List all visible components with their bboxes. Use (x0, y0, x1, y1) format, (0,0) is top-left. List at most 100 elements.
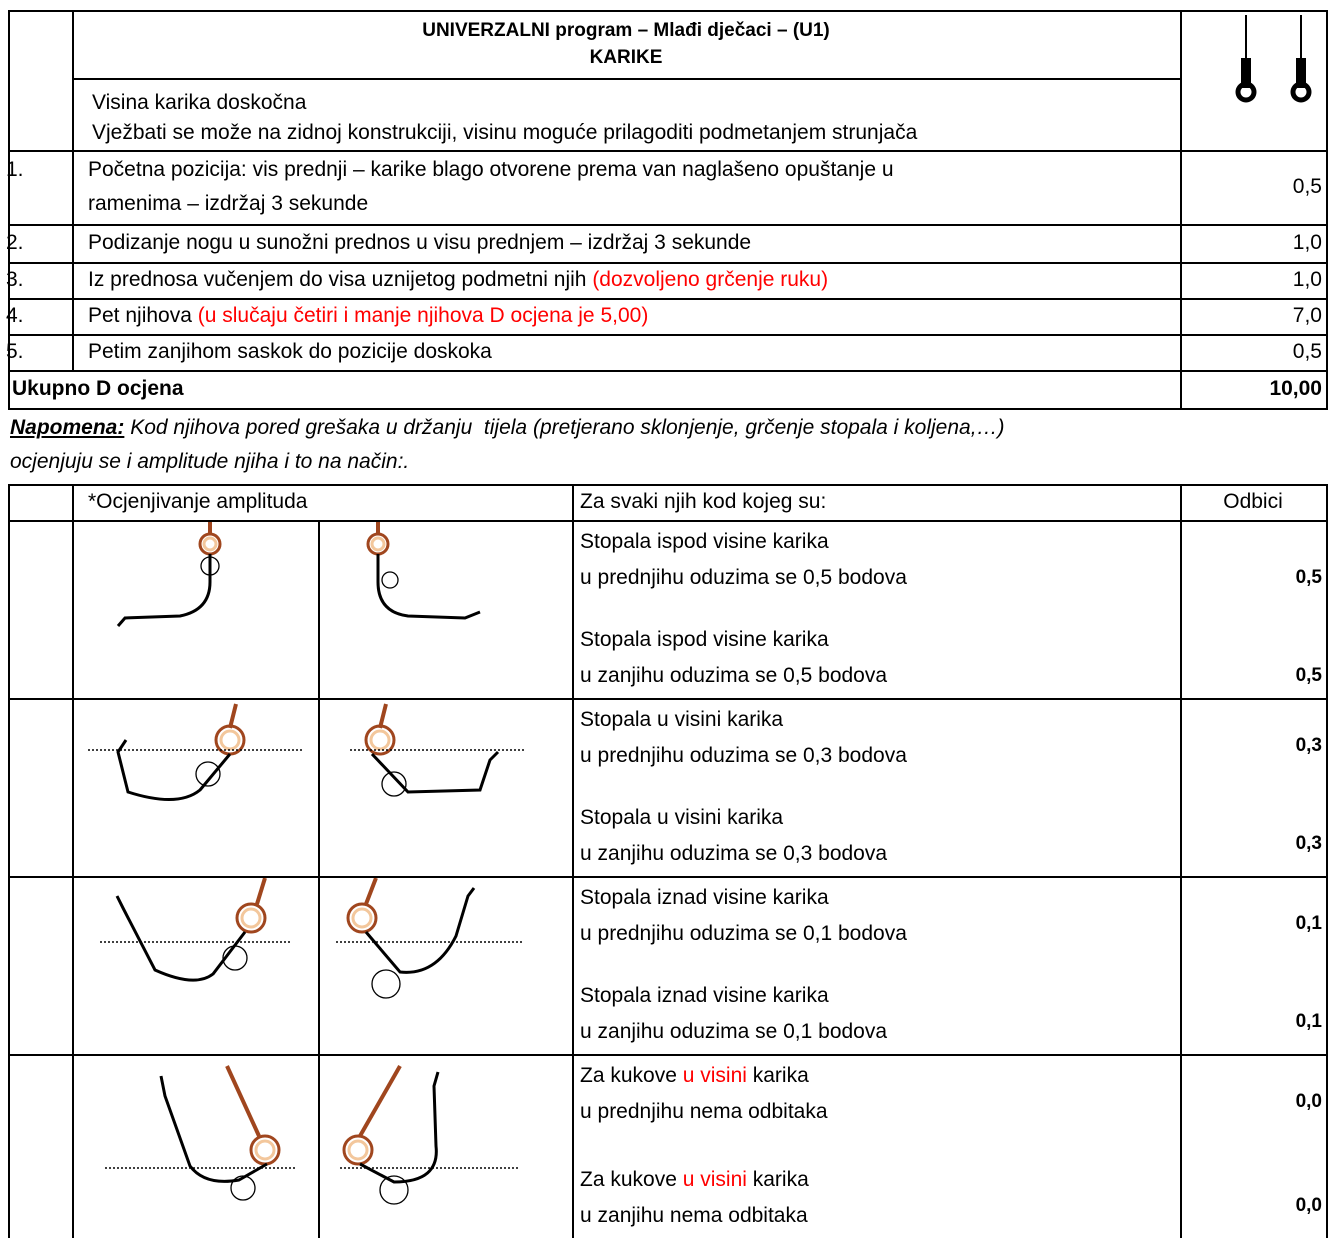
text-line: Pet njihova (u slučaju četiri i manje nj… (88, 301, 648, 331)
element-value: 0,5 (1292, 340, 1322, 363)
sketch (366, 522, 481, 620)
text-segment: u zanjihu oduzima se 0,5 bodova (580, 664, 888, 687)
element-value: 0,5 (1292, 175, 1322, 198)
text-line: u prednjihu nema odbitaka (580, 1097, 828, 1127)
text-line: u prednjihu oduzima se 0,1 bodova (580, 919, 907, 949)
text-segment: u zanjihu oduzima se 0,3 bodova (580, 842, 888, 865)
text-line: Za kukove u visini karika (580, 1165, 809, 1195)
text-segment: karika (746, 1168, 809, 1191)
text-line: u prednjihu oduzima se 0,3 bodova (580, 741, 907, 771)
text-segment: Pet njihova (88, 304, 198, 327)
element-number: 5. (6, 340, 24, 363)
sketch (105, 1065, 295, 1201)
title: UNIVERZALNI program – Mlađi dječaci – (U… (422, 20, 830, 41)
intro-line: Visina karika doskočna (92, 91, 307, 114)
text-segment: Stopala u visini karika (580, 806, 784, 829)
text-segment: u prednjihu oduzima se 0,5 bodova (580, 566, 907, 589)
deduction-value: 0,0 (1295, 1091, 1322, 1112)
note-text: Kod njihova pored grešaka u držanju tije… (124, 416, 1005, 439)
border (8, 876, 1328, 878)
element-number: 2. (6, 231, 24, 254)
border (72, 78, 1180, 80)
text-line: u zanjihu nema odbitaka (580, 1201, 808, 1231)
deduction-value: 0,1 (1295, 1011, 1322, 1032)
deduction-value: 0,3 (1295, 735, 1322, 756)
border (8, 484, 10, 1238)
text-line: u prednjihu oduzima se 0,5 bodova (580, 563, 907, 593)
element-value: 1,0 (1292, 268, 1322, 291)
sketch (88, 703, 303, 802)
deduction-value: 0,5 (1295, 665, 1322, 686)
total-value: 10,00 (1269, 377, 1322, 400)
border (318, 520, 320, 1238)
column-header: Odbici (1223, 490, 1283, 513)
text-line: Za kukove u visini karika (580, 1061, 809, 1091)
text-line: Stopala iznad visine karika (580, 883, 829, 913)
border (8, 150, 1328, 152)
border (8, 224, 1328, 226)
text-segment: u visini (682, 1168, 747, 1191)
sketch (336, 877, 522, 999)
text-line: ramenima – izdržaj 3 sekunde (88, 189, 368, 219)
border (8, 334, 1328, 336)
text-segment: Podizanje nogu u sunožni prednos u visu … (88, 231, 752, 254)
text-line: u zanjihu oduzima se 0,1 bodova (580, 1017, 887, 1047)
text-segment: u prednjihu oduzima se 0,1 bodova (580, 922, 907, 945)
sketch (350, 703, 525, 797)
column-header: Za svaki njih kod kojeg su: (580, 490, 827, 513)
border (8, 10, 1328, 12)
text-segment: karika (746, 1064, 809, 1087)
border (1180, 10, 1182, 408)
border (8, 1054, 1328, 1056)
text-segment: u prednjihu nema odbitaka (580, 1100, 828, 1123)
border (72, 484, 74, 1238)
intro-line: Vježbati se može na zidnoj konstrukciji,… (92, 121, 918, 144)
subtitle: KARIKE (589, 47, 663, 68)
text-line: Početna pozicija: vis prednji – karike b… (88, 155, 894, 185)
note-line: ocjenjuju se i amplitude njiha i to na n… (10, 450, 410, 473)
element-value: 1,0 (1292, 231, 1322, 254)
text-line: Iz prednosa vučenjem do visa uznijetog p… (88, 265, 828, 295)
sketch (116, 522, 222, 627)
text-segment: Petim zanjihom saskok do pozicije doskok… (88, 340, 492, 363)
element-number: 3. (6, 268, 24, 291)
text-line: u zanjihu oduzima se 0,5 bodova (580, 661, 887, 691)
note-line: Napomena: Kod njihova pored grešaka u dr… (10, 413, 1005, 443)
border (1326, 484, 1328, 1238)
text-line: Stopala iznad visine karika (580, 981, 829, 1011)
border (8, 10, 10, 370)
deduction-value: 0,5 (1295, 567, 1322, 588)
text-line: Podizanje nogu u sunožni prednos u visu … (88, 228, 751, 258)
text-segment: Stopala ispod visine karika (580, 628, 829, 651)
border (8, 370, 10, 408)
text-segment: Stopala iznad visine karika (580, 886, 829, 909)
text-segment: Za kukove (580, 1064, 683, 1087)
total-label: Ukupno D ocjena (12, 377, 184, 400)
text-segment: (dozvoljeno grčenje ruku) (592, 268, 829, 291)
text-segment: Stopala ispod visine karika (580, 530, 829, 553)
text-segment: ramenima – izdržaj 3 sekunde (88, 192, 369, 215)
border (8, 698, 1328, 700)
deduction-value: 0,3 (1295, 833, 1322, 854)
deduction-value: 0,0 (1295, 1195, 1322, 1216)
deduction-value: 0,1 (1295, 913, 1322, 934)
border (8, 262, 1328, 264)
text-segment: Stopala u visini karika (580, 708, 784, 731)
border (72, 10, 74, 370)
text-segment: Iz prednosa vučenjem do visa uznijetog p… (88, 268, 593, 291)
text-segment: u visini (682, 1064, 747, 1087)
text-line: Stopala u visini karika (580, 705, 783, 735)
text-segment: u zanjihu oduzima se 0,1 bodova (580, 1020, 888, 1043)
rings-icon (1235, 15, 1312, 103)
text-line: Stopala ispod visine karika (580, 625, 829, 655)
text-segment: Početna pozicija: vis prednji – karike b… (88, 158, 894, 181)
text-segment: (u slučaju četiri i manje njihova D ocje… (197, 304, 649, 327)
border (8, 298, 1328, 300)
sketch (100, 877, 290, 982)
border (1180, 484, 1182, 1238)
text-segment: u prednjihu oduzima se 0,3 bodova (580, 744, 907, 767)
element-number: 1. (6, 158, 24, 181)
column-header: *Ocjenjivanje amplituda (88, 490, 308, 513)
text-segment: Za kukove (580, 1168, 683, 1191)
